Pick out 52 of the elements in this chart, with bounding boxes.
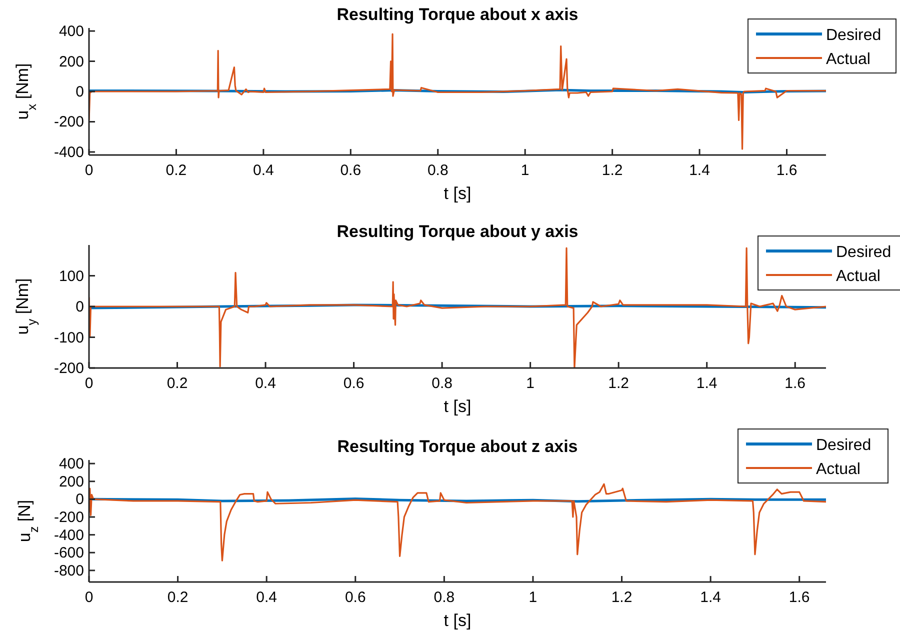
x-tick-label: 1: [526, 375, 534, 392]
y-tick-label: 200: [58, 53, 84, 70]
chart-title: Resulting Torque about y axis: [336, 222, 578, 241]
y-tick-label: 0: [76, 84, 84, 100]
x-axis-title: t [s]: [444, 611, 472, 630]
chart-title: Resulting Torque about x axis: [336, 5, 578, 24]
x-tick-label: 0.8: [432, 375, 452, 392]
x-axis-title: t [s]: [444, 184, 472, 203]
x-tick-label: 0.8: [434, 589, 455, 606]
x-tick-label: 1.2: [608, 375, 630, 392]
x-tick-label: 1.2: [602, 162, 623, 179]
y-tick-label: 400: [58, 456, 84, 473]
y-tick-label: 0: [76, 491, 84, 508]
x-tick-label: 0.2: [166, 375, 188, 392]
x-tick-label: 1: [528, 589, 538, 606]
y-tick-label: -400: [54, 144, 84, 161]
y-tick-label: -600: [54, 544, 84, 562]
y-tick-label: -800: [54, 562, 84, 580]
x-tick-label: 1.6: [776, 162, 798, 179]
y-tick-label: -200: [54, 360, 84, 377]
x-tick-label: 0.4: [255, 375, 276, 392]
x-tick-label: 1.2: [611, 589, 632, 606]
x-tick-label: 1: [520, 162, 530, 179]
y-tick-label: 200: [58, 473, 84, 490]
legend-label: Desired: [826, 27, 882, 44]
y-tick-label: -200: [54, 114, 84, 131]
x-tick-label: 1.4: [700, 589, 721, 606]
x-tick-label: 0.4: [253, 162, 274, 179]
y-tick-label: -400: [54, 526, 84, 544]
y-tick-label: 100: [58, 268, 84, 285]
legend-label: Desired: [836, 244, 892, 261]
x-tick-label: 1.6: [784, 375, 806, 392]
chart-title: Resulting Torque about z axis: [337, 437, 578, 456]
x-tick-label: 0.6: [344, 589, 366, 606]
x-tick-label: 0.6: [340, 162, 362, 179]
y-tick-label: 0: [76, 298, 84, 316]
y-tick-label: 400: [58, 23, 84, 40]
legend-label: Desired: [816, 437, 872, 454]
x-tick-label: 0.6: [343, 375, 364, 392]
x-tick-label: 1.4: [696, 375, 718, 392]
x-tick-label: 0.2: [167, 589, 188, 606]
legend-label: Actual: [826, 51, 870, 68]
x-tick-label: 0.8: [427, 162, 448, 179]
legend-label: Actual: [816, 461, 860, 478]
x-tick-label: 0.2: [166, 162, 187, 179]
y-tick-label: -200: [54, 508, 84, 526]
x-tick-label: 1.6: [788, 589, 810, 606]
y-tick-label: -100: [54, 329, 84, 346]
legend-label: Actual: [836, 268, 880, 285]
x-tick-label: 1.4: [689, 162, 710, 179]
x-axis-title: t [s]: [444, 397, 472, 416]
x-tick-label: 0.4: [256, 589, 278, 606]
